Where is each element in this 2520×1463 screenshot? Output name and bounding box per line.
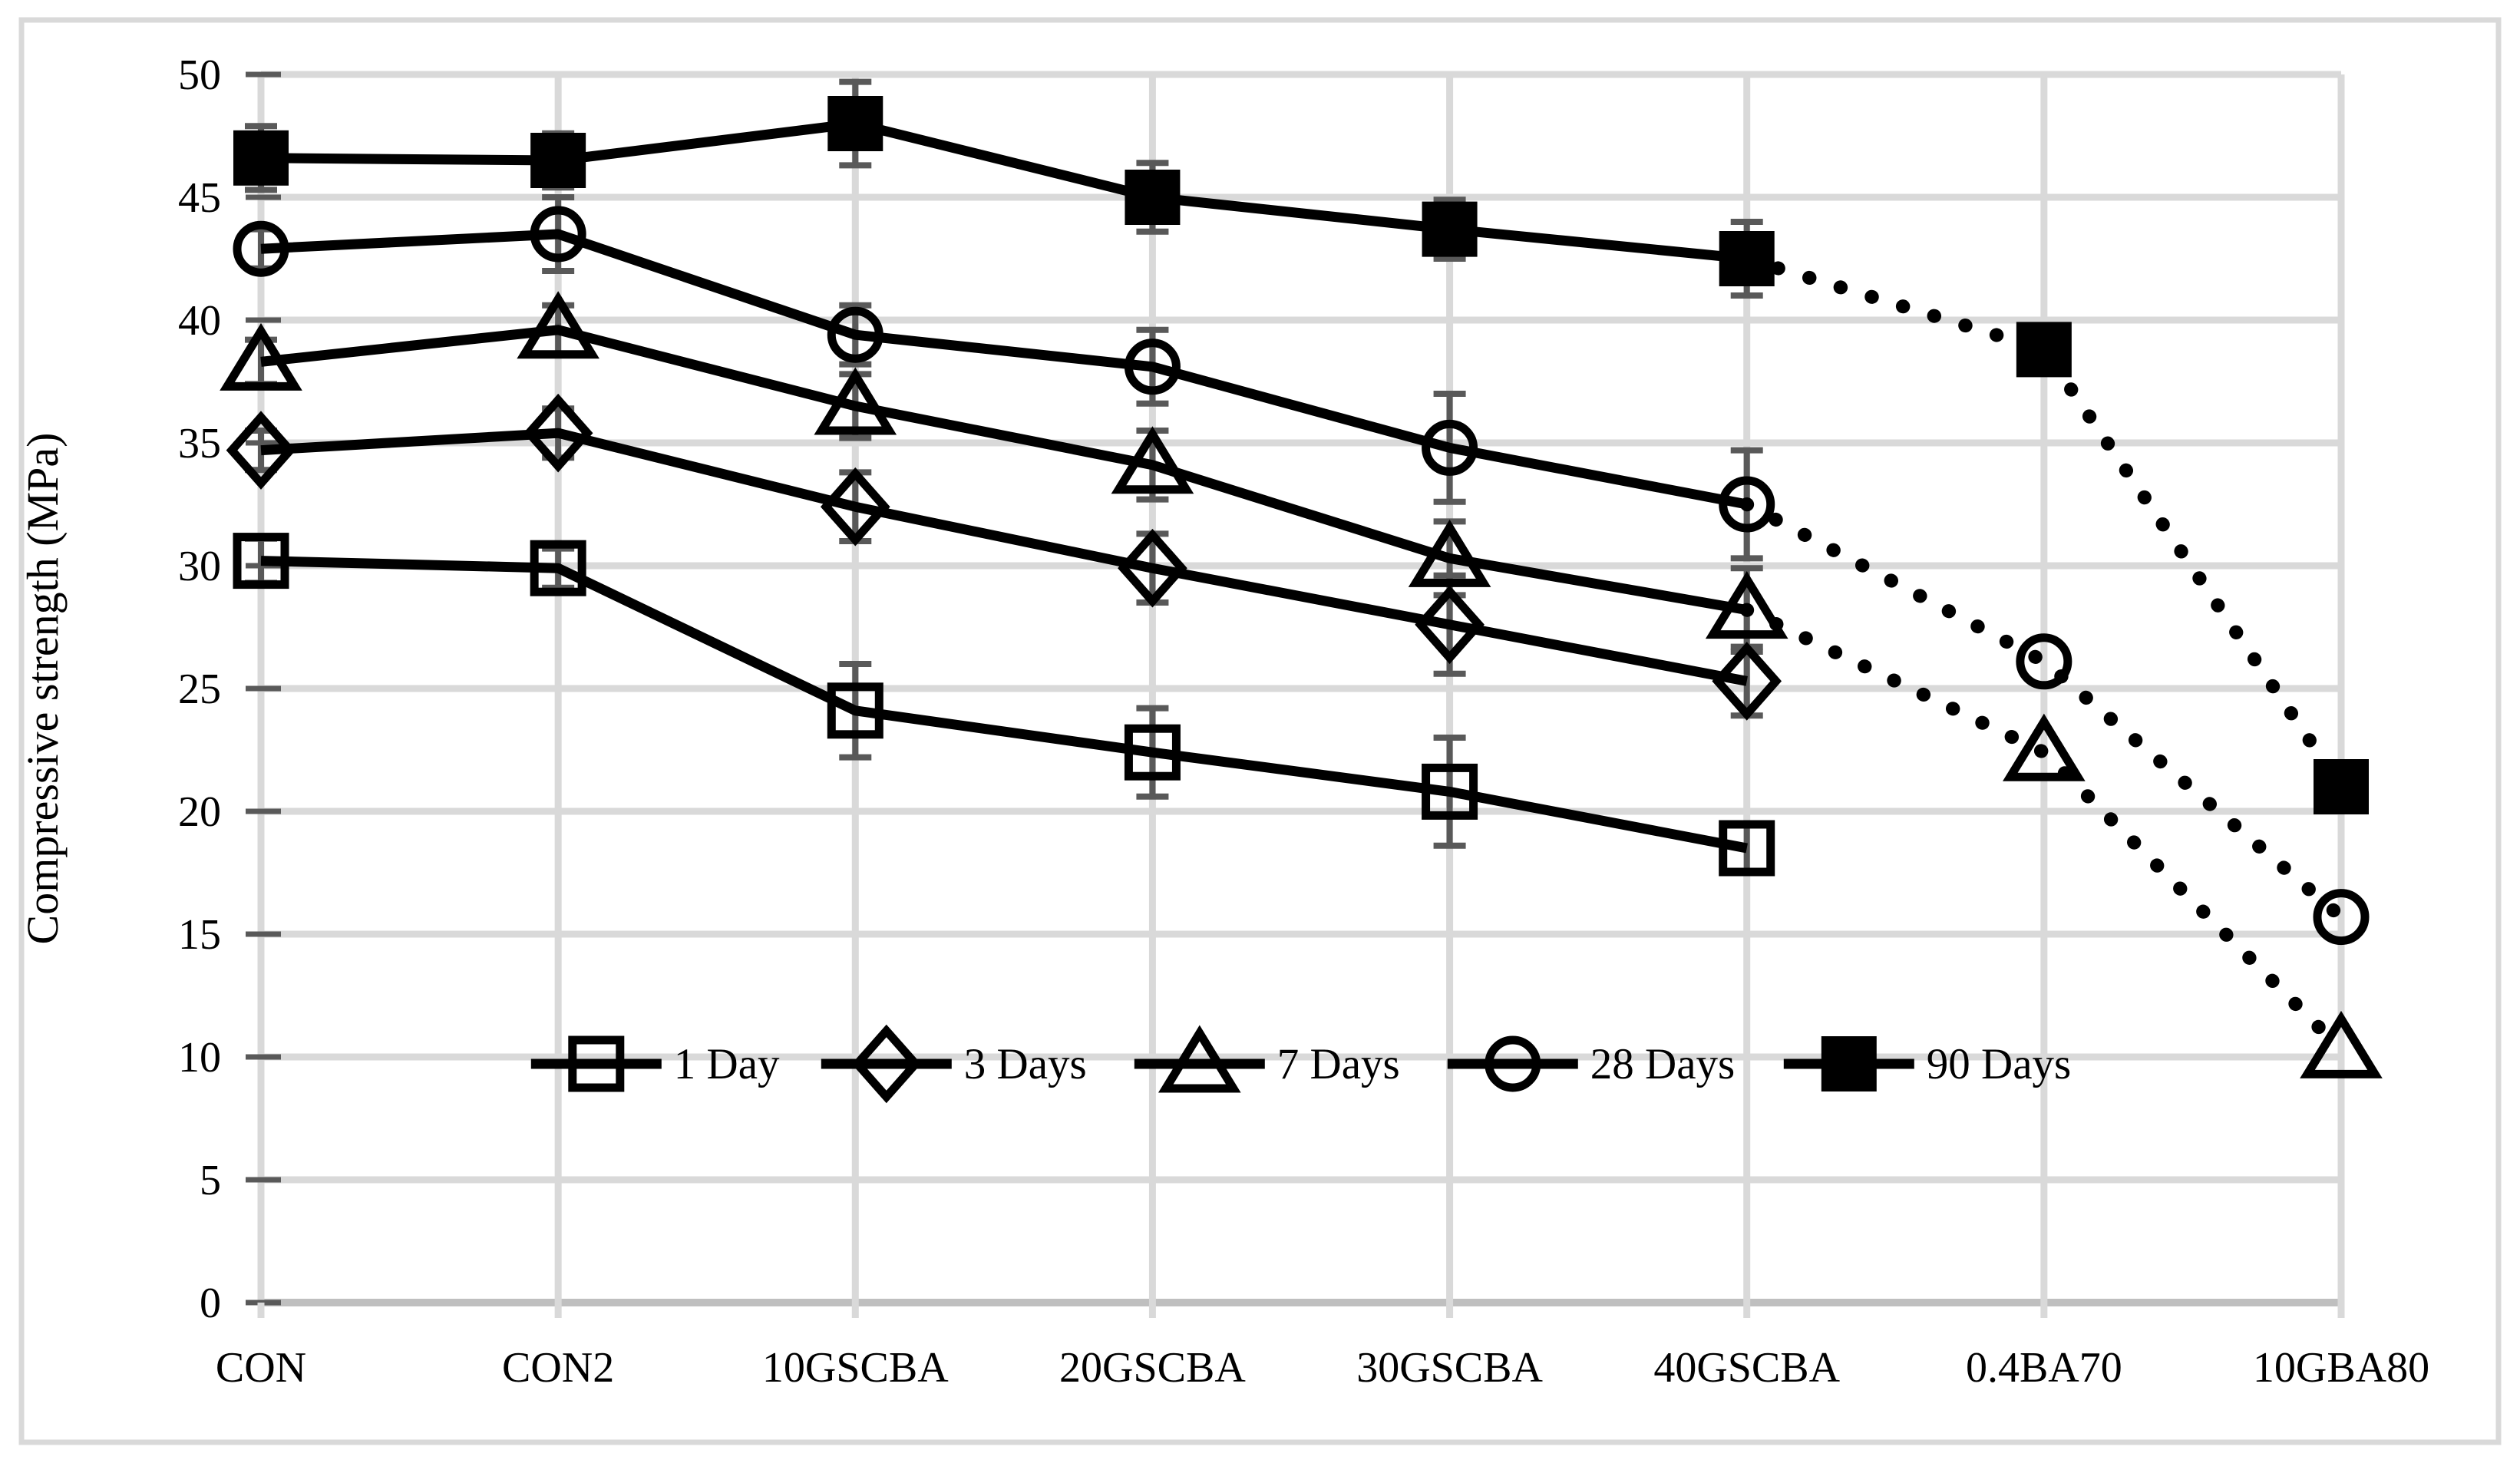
series-line-dotted-90-days xyxy=(1739,252,2348,794)
series-line-7-days xyxy=(260,325,1748,616)
series-line-1-day xyxy=(260,556,1748,854)
marker-3-days-10GSCBA xyxy=(820,467,890,547)
series-line-28-days xyxy=(260,229,1748,510)
series-markers xyxy=(220,96,2383,1078)
y-axis-tick-labels: 0 5 10 15 20 25 30 35 40 45 50 xyxy=(178,51,221,1327)
marker-1-day-30GSCBA xyxy=(1422,763,1478,820)
marker-28-days-CON2 xyxy=(530,206,586,263)
legend-item-1-day: 1 Day xyxy=(530,1035,780,1092)
y-tick-label-50: 50 xyxy=(178,51,221,99)
marker-28-days-20GSCBA xyxy=(1124,339,1181,395)
axis-ticks xyxy=(246,71,2345,1318)
marker-1-day-10GSCBA xyxy=(827,682,883,739)
y-tick-label-35: 35 xyxy=(178,420,221,467)
marker-3-days-30GSCBA xyxy=(1415,585,1485,665)
y-tick-label-30: 30 xyxy=(178,543,221,590)
x-category-label-40GSCBA: 40GSCBA xyxy=(1653,1344,1840,1392)
marker-28-days-10GBA80 xyxy=(2313,889,2370,946)
marker-28-days-40GSCBA xyxy=(1719,476,1775,533)
marker-7-days-CON2 xyxy=(517,291,599,359)
marker-1-day-CON2 xyxy=(530,540,586,596)
series-line-dotted-7-days xyxy=(1739,603,2348,1057)
marker-90-days-30GSCBA xyxy=(1422,201,1478,257)
marker-28-days-10GSCBA xyxy=(827,306,883,363)
marker-7-days-10GBA80 xyxy=(2300,1010,2383,1078)
marker-3-days-CON2 xyxy=(523,393,593,473)
marker-28-days-0.4BA70 xyxy=(2016,633,2072,690)
y-tick-label-40: 40 xyxy=(178,297,221,345)
y-tick-label-25: 25 xyxy=(178,665,221,713)
legend-item-28-days: 28 Days xyxy=(1447,1035,1735,1092)
chart-border xyxy=(18,17,2502,1445)
marker-7-days-0.4BA70 xyxy=(2003,713,2086,781)
marker-90-days-CON xyxy=(233,130,289,186)
marker-3-days-40GSCBA xyxy=(1712,642,1782,721)
y-tick-label-45: 45 xyxy=(178,174,221,222)
y-tick-label-10: 10 xyxy=(178,1034,221,1082)
marker-28-days-CON xyxy=(233,220,289,277)
x-category-label-CON: CON xyxy=(216,1344,306,1392)
y-tick-label-15: 15 xyxy=(178,911,221,959)
marker-90-days-40GSCBA xyxy=(1719,231,1775,286)
marker-28-days-30GSCBA xyxy=(1422,419,1478,476)
marker-7-days-40GSCBA xyxy=(1705,571,1788,639)
y-axis-title: Compressive strength (MPa) xyxy=(18,433,68,945)
legend-marker-1-day xyxy=(568,1035,625,1092)
marker-90-days-0.4BA70 xyxy=(2016,322,2072,378)
legend-item-3-days: 3 Days xyxy=(821,1024,1087,1104)
x-category-label-10GBA80: 10GBA80 xyxy=(2253,1344,2429,1392)
legend-label-3-days: 3 Days xyxy=(964,1040,1087,1088)
marker-90-days-10GBA80 xyxy=(2314,759,2369,814)
x-category-label-0.4BA70: 0.4BA70 xyxy=(1966,1344,2122,1392)
legend-marker-3-days xyxy=(851,1024,922,1104)
legend-marker-28-days xyxy=(1485,1035,1541,1092)
x-category-label-CON2: CON2 xyxy=(502,1344,614,1392)
marker-90-days-20GSCBA xyxy=(1125,170,1181,225)
legend-item-90-days: 90 Days xyxy=(1783,1036,2071,1091)
y-tick-label-0: 0 xyxy=(200,1280,221,1327)
legend-marker-90-days xyxy=(1821,1036,1877,1091)
marker-7-days-20GSCBA xyxy=(1111,426,1194,494)
marker-7-days-CON xyxy=(220,322,302,391)
y-tick-label-20: 20 xyxy=(178,788,221,836)
marker-1-day-20GSCBA xyxy=(1124,724,1181,781)
y-tick-label-5: 5 xyxy=(200,1157,221,1204)
marker-1-day-CON xyxy=(233,533,289,589)
legend-label-7-days: 7 Days xyxy=(1277,1040,1400,1088)
marker-3-days-20GSCBA xyxy=(1118,528,1187,608)
legend-label-1-day: 1 Day xyxy=(674,1040,780,1088)
marker-7-days-10GSCBA xyxy=(814,367,897,435)
legend-label-28-days: 28 Days xyxy=(1590,1040,1735,1088)
marker-90-days-10GSCBA xyxy=(827,96,883,151)
series-lines xyxy=(260,118,2348,1057)
legend-item-7-days: 7 Days xyxy=(1134,1025,1400,1093)
series-line-90-days xyxy=(260,118,1748,264)
marker-3-days-CON xyxy=(226,411,296,490)
marker-7-days-30GSCBA xyxy=(1408,519,1491,587)
marker-1-day-40GSCBA xyxy=(1719,820,1775,877)
legend-label-90-days: 90 Days xyxy=(1927,1040,2071,1088)
legend: 1 Day 3 Days 7 Days 28 Days 90 Days xyxy=(530,1024,2071,1104)
series-line-3-days xyxy=(260,428,1748,686)
x-category-label-20GSCBA: 20GSCBA xyxy=(1059,1344,1246,1392)
x-category-label-10GSCBA: 10GSCBA xyxy=(762,1344,949,1392)
x-axis-category-labels: CON CON2 10GSCBA 20GSCBA 30GSCBA 40GSCBA 0.4BA… xyxy=(216,1344,2429,1392)
marker-90-days-CON2 xyxy=(530,133,586,188)
x-category-label-30GSCBA: 30GSCBA xyxy=(1356,1344,1543,1392)
legend-marker-7-days xyxy=(1158,1025,1241,1093)
